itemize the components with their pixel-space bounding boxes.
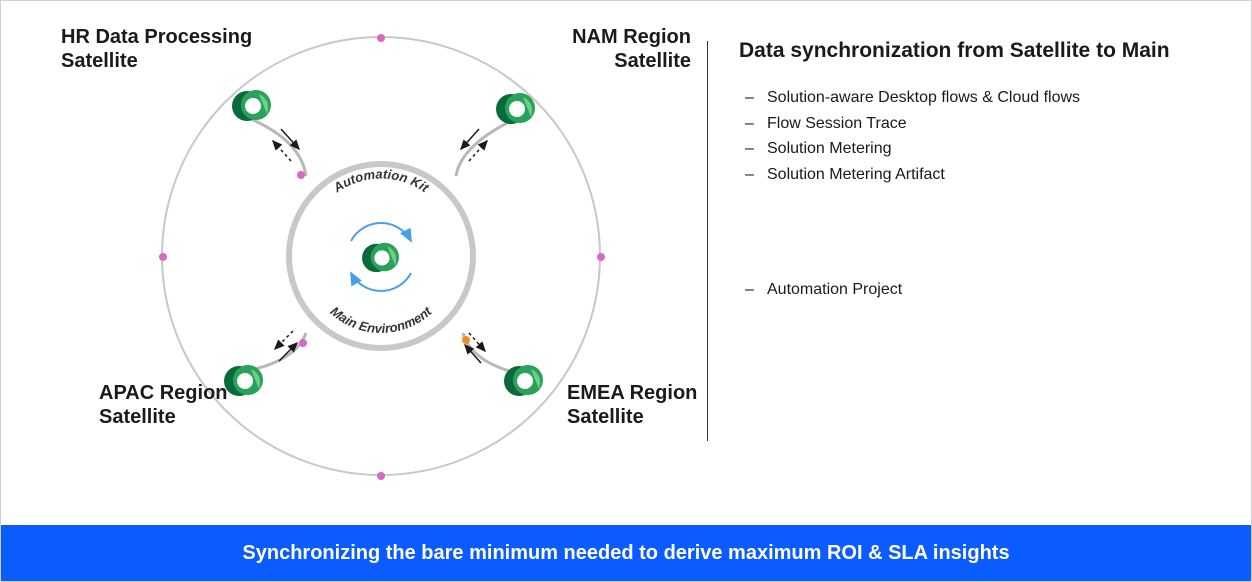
list-item: Automation Project bbox=[767, 277, 1219, 303]
list-item: Solution-aware Desktop flows & Cloud flo… bbox=[767, 85, 1219, 111]
right-panel-title: Data synchronization from Satellite to M… bbox=[739, 39, 1219, 63]
center-label-bottom: Main Environment bbox=[328, 303, 435, 336]
satellite-label-hr: HR Data ProcessingSatellite bbox=[61, 25, 252, 73]
right-panel: Data synchronization from Satellite to M… bbox=[739, 39, 1219, 303]
satellite-label-emea: EMEA RegionSatellite bbox=[567, 381, 697, 429]
center-label-top: Automation Kit bbox=[330, 166, 432, 195]
footer-banner: Synchronizing the bare minimum needed to… bbox=[1, 525, 1251, 581]
list-item: Solution Metering bbox=[767, 136, 1219, 162]
footer-text: Synchronizing the bare minimum needed to… bbox=[242, 542, 1009, 565]
satellite-label-apac: APAC RegionSatellite bbox=[99, 381, 228, 429]
svg-text:Main Environment: Main Environment bbox=[328, 303, 435, 336]
orbit-dot bbox=[377, 34, 385, 42]
satellite-label-nam: NAM RegionSatellite bbox=[551, 25, 691, 73]
sync-bullets-top: Solution-aware Desktop flows & Cloud flo… bbox=[739, 85, 1219, 187]
satellite-icon-hr bbox=[229, 86, 275, 124]
orbit-dot bbox=[377, 472, 385, 480]
orbit-dot bbox=[597, 253, 605, 261]
center-node-icon bbox=[359, 239, 403, 275]
list-item: Flow Session Trace bbox=[767, 111, 1219, 137]
vertical-divider bbox=[707, 41, 708, 441]
sync-bullets-bottom: Automation Project bbox=[739, 277, 1219, 303]
orbit-dot bbox=[159, 253, 167, 261]
inner-dot bbox=[297, 171, 305, 179]
inner-dot bbox=[299, 339, 307, 347]
satellite-icon-emea bbox=[501, 361, 547, 399]
satellite-diagram: Automation Kit Main Environment HR Data … bbox=[1, 1, 701, 525]
list-item: Solution Metering Artifact bbox=[767, 162, 1219, 188]
satellite-icon-nam bbox=[493, 89, 539, 127]
connectors-layer: Automation Kit Main Environment bbox=[1, 1, 701, 525]
inner-dot-orange bbox=[462, 336, 470, 344]
svg-text:Automation Kit: Automation Kit bbox=[330, 166, 432, 195]
satellite-icon-apac bbox=[221, 361, 267, 399]
diagram-canvas: Automation Kit Main Environment HR Data … bbox=[1, 1, 1251, 525]
